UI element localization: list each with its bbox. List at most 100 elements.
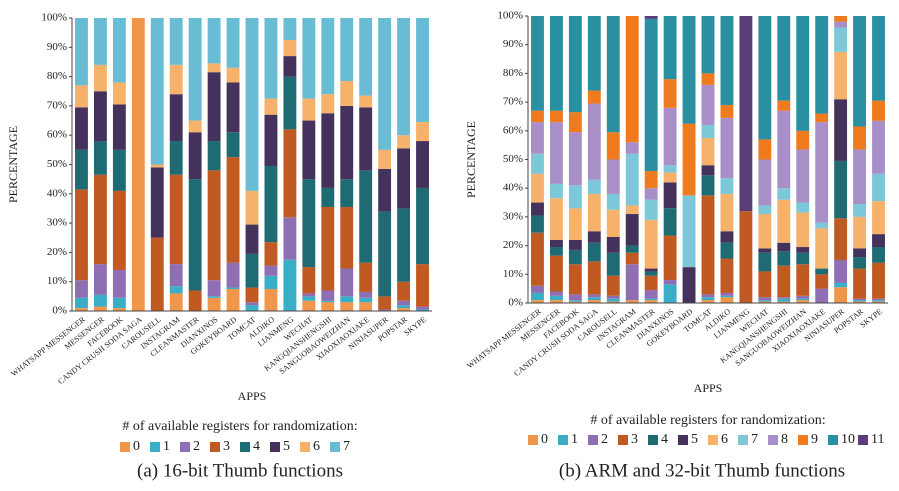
bar-segment [150, 237, 164, 311]
bar-segment [264, 265, 278, 276]
bar-segment [531, 173, 544, 203]
legend-swatch [738, 435, 748, 445]
bar-segment [663, 172, 677, 183]
bar-segment [150, 167, 164, 238]
bar-segment [245, 253, 259, 288]
bar-segment [853, 257, 867, 269]
bar-segment [587, 16, 601, 91]
y-tick-label: 0% [508, 297, 523, 309]
legend-label: 5 [283, 439, 290, 454]
bar-segment [777, 298, 791, 302]
bar-segment [549, 122, 563, 184]
bar-segment [169, 94, 183, 142]
bar-segment [663, 79, 677, 108]
legend-label: 3 [223, 439, 230, 454]
y-tick-label: 90% [503, 38, 523, 50]
bar-segment [150, 164, 164, 168]
bar-segment [796, 264, 810, 296]
bar-segment [207, 72, 221, 142]
bar-segment [834, 21, 848, 28]
bar-segment [606, 132, 620, 160]
bar-segment [150, 18, 164, 165]
y-axis-label: PERCENTAGE [6, 126, 20, 203]
legend-label: 1 [571, 432, 578, 447]
bar-segment [378, 211, 392, 297]
bar-segment [701, 73, 715, 85]
bar-segment [644, 275, 658, 291]
bar-segment [587, 103, 601, 180]
bar-segment [644, 300, 658, 303]
bar-segment [397, 281, 411, 301]
bar-segment [720, 117, 734, 179]
bar-segment [625, 153, 639, 206]
y-tick-label: 60% [503, 124, 523, 136]
legend-swatch [858, 435, 868, 445]
bar-segment [701, 300, 715, 303]
bar-segment [568, 301, 582, 303]
bar-segment [796, 149, 810, 203]
bar-segment [758, 159, 772, 206]
bar-segment [340, 268, 354, 297]
bar-segment [701, 294, 715, 298]
bar-segment [568, 16, 582, 113]
y-tick-label: 0% [52, 305, 67, 317]
bar-segment [549, 295, 563, 301]
bar-segment [207, 18, 221, 64]
legend-swatch [648, 435, 658, 445]
legend-label: 6 [721, 432, 728, 447]
bar-segment [112, 149, 126, 191]
bar-segment [531, 202, 544, 216]
bar-segment [131, 18, 145, 311]
bar-segment [226, 18, 240, 68]
legend-swatch [240, 442, 250, 452]
bar-segment [796, 130, 810, 150]
bar-segment [169, 18, 183, 65]
bar-segment [796, 295, 810, 299]
bar-segment [397, 308, 411, 311]
bar-segment [796, 212, 810, 248]
bar-segment [834, 51, 848, 100]
bar-segment [75, 107, 88, 150]
y-tick-label: 70% [503, 96, 523, 108]
bar-segment [663, 165, 677, 173]
bar-segment [245, 287, 259, 303]
bar-segment [872, 262, 885, 299]
bar-segment [853, 203, 867, 217]
y-tick-label: 40% [47, 187, 67, 199]
bar-segment [416, 18, 429, 123]
bar-segment [531, 16, 544, 111]
bar-segment [397, 135, 411, 149]
bar-segment [321, 18, 335, 95]
bar-segment [701, 297, 715, 301]
bar-segment [302, 18, 316, 99]
y-tick-label: 30% [47, 217, 67, 229]
bar-segment [872, 298, 885, 301]
bar-segment [188, 18, 202, 121]
bar-segment [777, 297, 791, 299]
bar-segment [701, 137, 715, 166]
bar-segment [568, 185, 582, 209]
bar-segment [531, 110, 544, 123]
bar-segment [606, 301, 620, 303]
bar-segment [245, 302, 259, 306]
bar-segment [302, 300, 316, 311]
bar-segment [112, 82, 126, 105]
bar-segment [872, 201, 885, 235]
y-tick-label: 70% [47, 99, 67, 111]
bar-segment [93, 174, 107, 265]
bar-segment [188, 290, 202, 311]
y-tick-label: 80% [503, 67, 523, 79]
bar-segment [701, 16, 715, 74]
legend-label: 7 [343, 439, 350, 454]
bar-segment [378, 296, 392, 310]
bar-segment [397, 305, 411, 309]
bar-segment [796, 16, 810, 131]
legend-swatch [180, 442, 190, 452]
legend-label: 11 [871, 432, 884, 447]
bar-segment [169, 64, 183, 95]
bar-segment [188, 132, 202, 180]
bar-segment [701, 195, 715, 295]
bar-segment [568, 208, 582, 240]
bar-segment [701, 175, 715, 196]
legend-label: 10 [841, 432, 855, 447]
